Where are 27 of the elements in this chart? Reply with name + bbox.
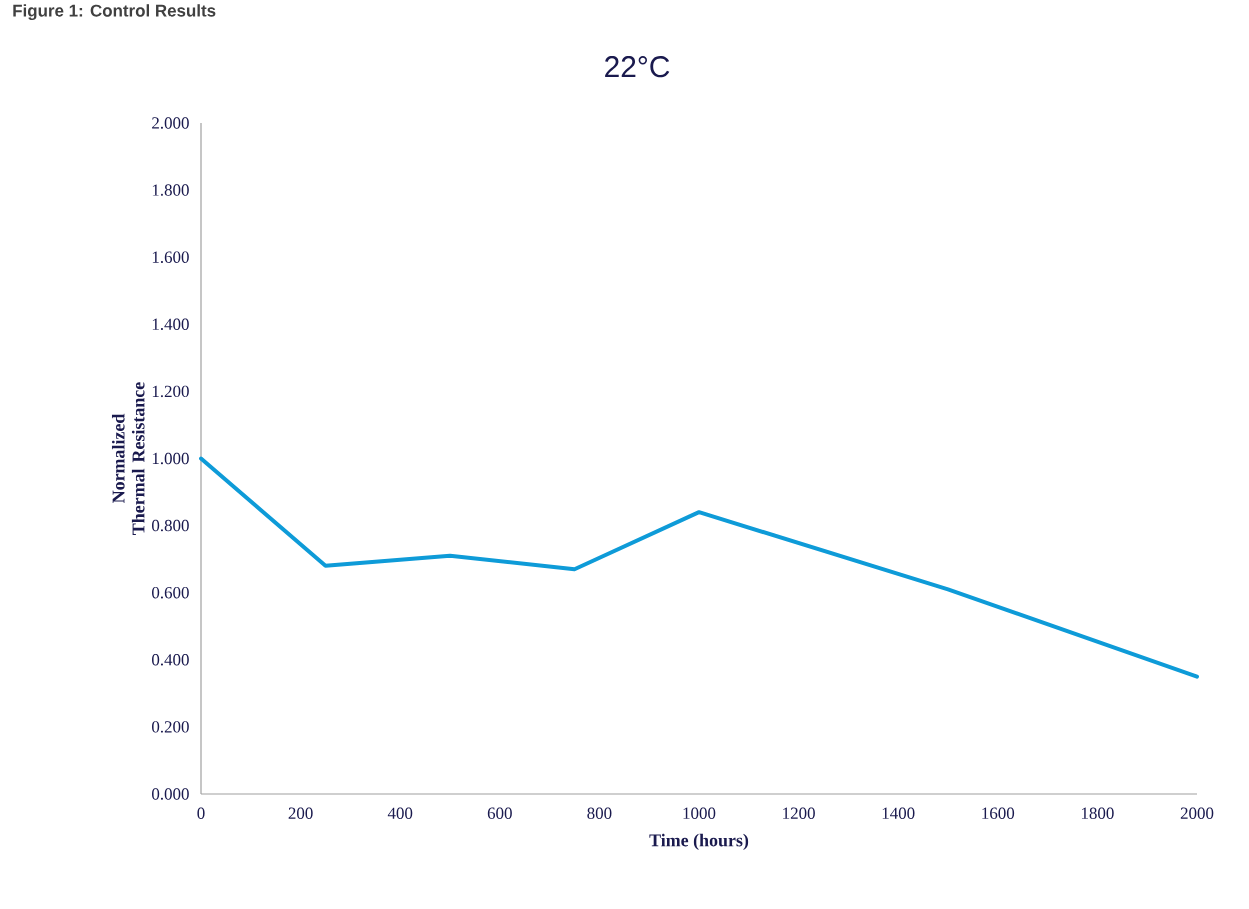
y-tick-label: 1.600	[152, 251, 189, 263]
x-tick-label: 2000	[1180, 807, 1214, 819]
y-tick-label: 0.200	[152, 721, 189, 733]
x-tick-label: 600	[487, 807, 512, 819]
x-tick-label: 1800	[1081, 807, 1114, 819]
x-tick-label: 800	[587, 807, 612, 819]
caption: Figure 1: Control Results	[13, 4, 216, 21]
line-series	[199, 456, 1200, 679]
y-tick-label: 0.400	[152, 654, 189, 666]
y-tick-label: 0.800	[152, 519, 189, 532]
x-tick-label: 1600	[982, 807, 1015, 819]
x-tick-label: 1400	[882, 807, 915, 819]
y-tick-label: 1.800	[152, 184, 189, 196]
x-axis-title: Time (hours)	[649, 833, 749, 851]
y-axis-title: Normalized Thermal Resistance	[111, 382, 145, 535]
y-tick-label: 2.000	[152, 117, 189, 129]
y-tick-label: 0.600	[152, 586, 189, 599]
x-tick-label: 0	[197, 807, 205, 819]
y-tick-label: 1.400	[152, 318, 189, 331]
x-tick-label: 1200	[783, 807, 815, 819]
x-tick-label: 400	[387, 807, 413, 819]
y-tick-label: 1.200	[152, 385, 189, 398]
y-tick-label: 0.000	[152, 788, 189, 800]
chart-title: 22°C	[605, 56, 670, 78]
x-tick-label: 1000	[683, 807, 716, 819]
x-tick-label: 200	[288, 807, 313, 819]
y-tick-label: 1.000	[152, 452, 189, 465]
